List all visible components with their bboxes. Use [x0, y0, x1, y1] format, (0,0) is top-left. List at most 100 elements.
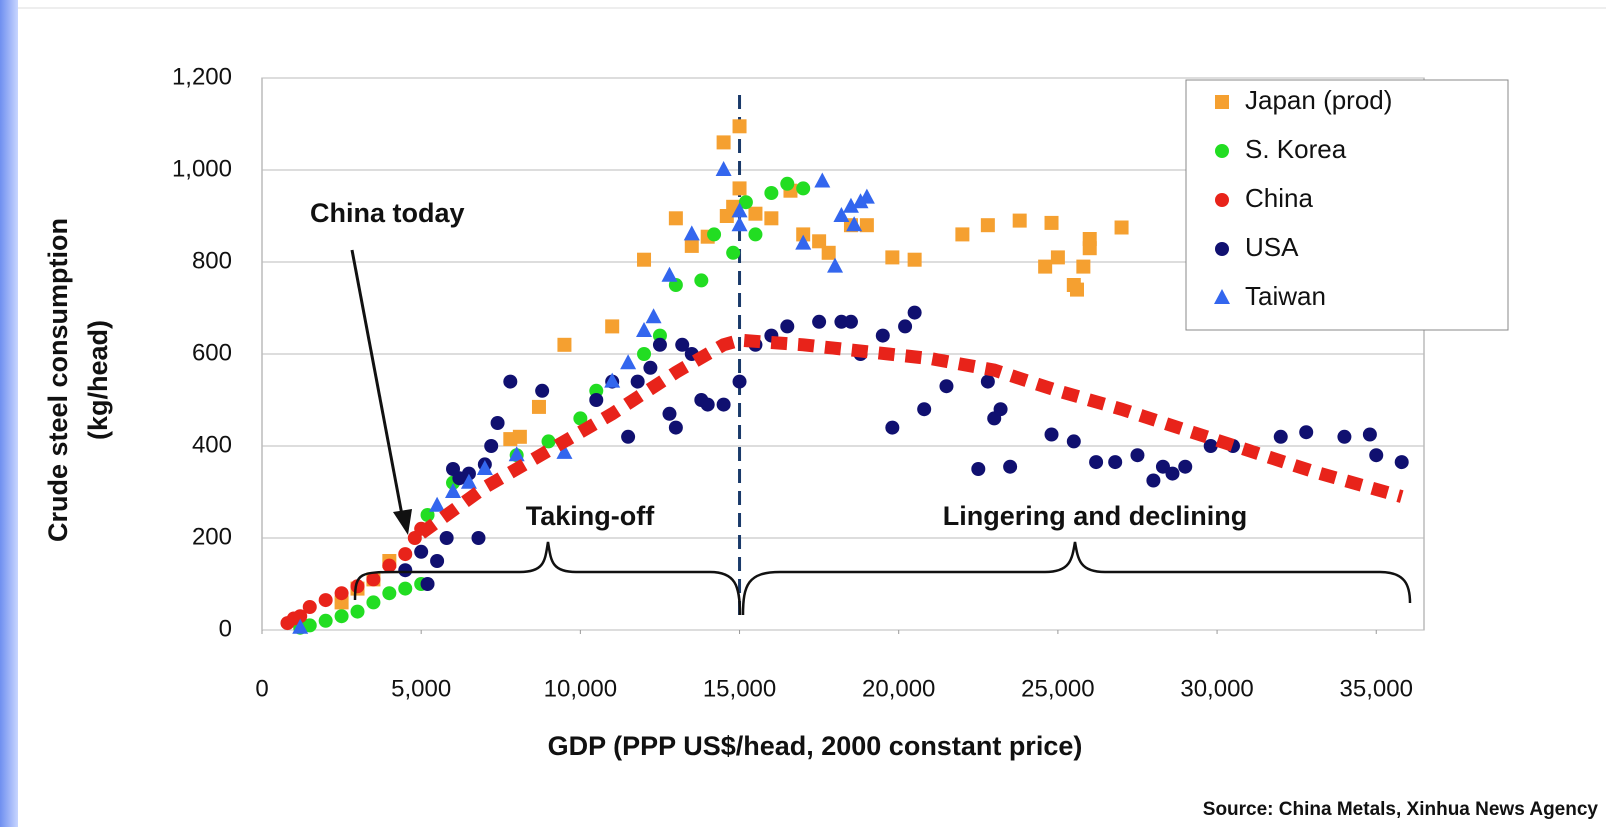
point — [398, 581, 413, 596]
point — [1114, 220, 1129, 235]
legend-marker — [1215, 193, 1229, 207]
point — [738, 195, 753, 210]
point — [715, 161, 732, 176]
legend-marker — [1214, 289, 1230, 304]
point — [662, 406, 677, 421]
point — [1165, 466, 1180, 481]
point — [859, 218, 874, 233]
point — [971, 462, 986, 476]
point — [292, 618, 309, 634]
point — [630, 374, 645, 389]
point — [980, 218, 995, 233]
point — [645, 308, 662, 324]
point — [1299, 425, 1314, 440]
point — [764, 186, 779, 200]
annotation: China today — [310, 198, 465, 228]
point — [716, 397, 731, 412]
y-axis-title: (kg/head) — [83, 320, 113, 440]
point — [842, 197, 859, 213]
point — [980, 374, 995, 389]
point — [731, 202, 748, 218]
point — [661, 266, 678, 282]
point — [885, 250, 900, 265]
point — [293, 609, 308, 624]
point — [605, 319, 620, 334]
arrow-head — [393, 509, 412, 535]
legend-marker — [1215, 242, 1229, 256]
point — [1108, 455, 1123, 470]
point — [694, 273, 709, 288]
point — [732, 181, 747, 196]
point — [620, 354, 637, 370]
x-tick-label: 20,000 — [862, 675, 935, 702]
point — [643, 360, 658, 375]
point — [796, 227, 811, 242]
point — [531, 399, 546, 414]
point — [573, 411, 588, 426]
point — [885, 420, 900, 435]
point — [636, 322, 653, 337]
point — [589, 393, 604, 407]
point — [484, 439, 499, 453]
point — [732, 374, 747, 389]
legend-box — [1185, 79, 1509, 331]
point — [675, 337, 690, 352]
point — [430, 554, 445, 568]
point — [668, 420, 683, 435]
point — [1003, 459, 1018, 474]
point — [350, 579, 365, 594]
y-tick-label: 800 — [192, 247, 232, 274]
point — [764, 211, 779, 226]
point — [445, 483, 462, 498]
point — [726, 245, 741, 260]
side-strip — [0, 0, 18, 827]
point — [1178, 459, 1193, 474]
legend-marker — [1215, 95, 1229, 109]
y-axis-title: Crude steel consumption — [43, 218, 73, 542]
point — [843, 314, 858, 329]
point — [684, 238, 699, 253]
point — [780, 319, 795, 334]
point — [827, 257, 844, 273]
x-tick-label: 25,000 — [1021, 675, 1094, 702]
point — [490, 416, 505, 430]
legend-label: S. Korea — [1245, 134, 1347, 164]
point — [833, 207, 850, 222]
point — [955, 227, 970, 242]
y-tick-label: 600 — [192, 339, 232, 366]
legend-label: USA — [1245, 232, 1299, 262]
point — [366, 572, 381, 587]
point — [821, 245, 836, 260]
point — [503, 374, 518, 389]
point — [716, 135, 731, 150]
point — [668, 211, 683, 226]
x-axis-title: GDP (PPP US$/head, 2000 constant price) — [548, 731, 1083, 761]
point — [429, 496, 446, 512]
point — [907, 305, 922, 320]
x-tick-label: 0 — [255, 675, 268, 702]
point — [398, 563, 413, 578]
point — [476, 460, 493, 475]
point — [812, 234, 827, 249]
point — [780, 176, 795, 191]
point — [1394, 455, 1409, 470]
point — [334, 609, 349, 624]
source: Source: China Metals, Xinhua News Agency — [1203, 799, 1599, 820]
point — [1337, 429, 1352, 444]
point — [700, 397, 715, 412]
point — [621, 429, 636, 444]
point — [652, 337, 667, 352]
point — [557, 337, 572, 352]
point — [535, 383, 550, 398]
point — [398, 547, 413, 562]
point — [604, 372, 621, 388]
point — [795, 234, 812, 250]
point — [875, 328, 890, 343]
point — [748, 206, 763, 221]
trend-line — [417, 333, 1404, 539]
point — [1069, 282, 1084, 297]
point — [1038, 259, 1053, 274]
point — [1044, 427, 1059, 442]
point — [382, 558, 397, 573]
